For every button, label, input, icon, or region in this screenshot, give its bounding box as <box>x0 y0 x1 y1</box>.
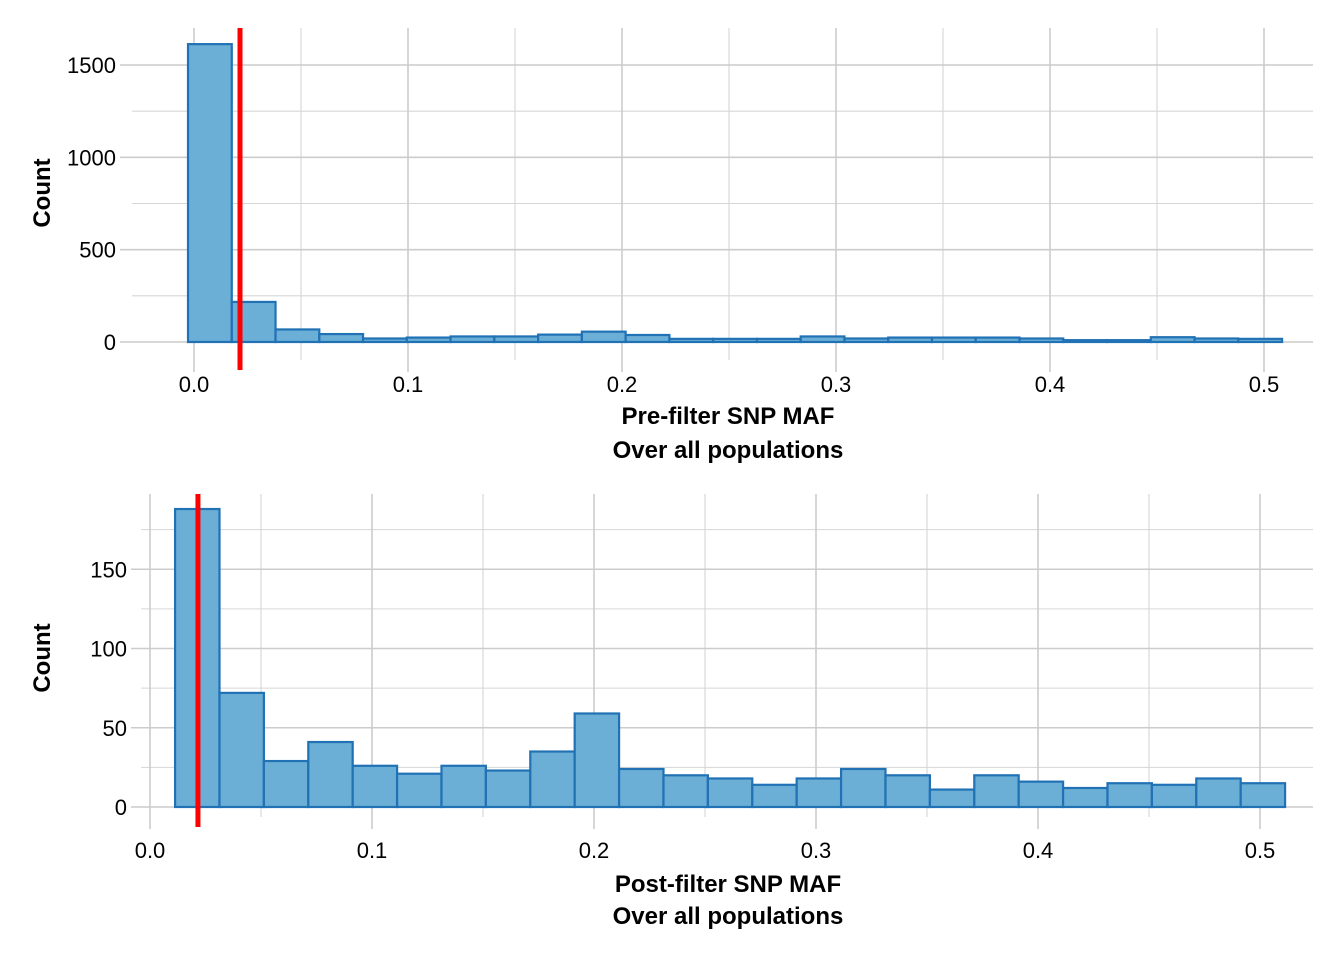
pre-filter-histogram-panel: 0 500 1000 1500 0.0 0.1 0.2 0.3 0.4 0.5 Count Pr… <box>29 28 1313 464</box>
pre-filter-y-tick-labels: 0 500 1000 1500 <box>67 53 116 355</box>
post-filter-histogram-panel: 0 50 100 150 0.0 0.1 0.2 0.3 0.4 0.5 Count Post-… <box>29 494 1313 930</box>
post-filter-x-tick-label: 0.5 <box>1245 838 1276 863</box>
pre-filter-histogram-bar <box>318 332 365 344</box>
post-filter-histogram-bar <box>262 759 310 809</box>
post-filter-x-axis-title-line2: Over all populations <box>613 903 844 930</box>
post-filter-bars <box>173 507 1287 809</box>
post-filter-x-tick-label: 0.1 <box>357 838 388 863</box>
post-filter-histogram-bar <box>617 767 665 809</box>
pre-filter-y-axis-title: Count <box>29 158 56 227</box>
pre-filter-x-tick-label: 0.3 <box>821 372 852 397</box>
pre-filter-x-tick-label: 0.0 <box>179 372 210 397</box>
post-filter-histogram-bar <box>751 783 798 809</box>
pre-filter-histogram-bar <box>537 333 583 344</box>
post-filter-histogram-bar <box>218 691 265 809</box>
post-filter-x-tick-label: 0.2 <box>579 838 610 863</box>
post-filter-x-axis-title-line1: Post-filter SNP MAF <box>615 871 841 898</box>
pre-filter-x-tick-labels: 0.0 0.1 0.2 0.3 0.4 0.5 <box>179 372 1280 397</box>
post-filter-histogram-bar <box>395 772 443 809</box>
post-filter-x-tick-label: 0.3 <box>801 838 832 863</box>
post-filter-histogram-bar <box>973 774 1020 809</box>
pre-filter-y-tick-label: 500 <box>79 238 116 263</box>
post-filter-histogram-bar <box>928 788 976 809</box>
post-filter-histogram-bar <box>1017 780 1065 809</box>
pre-filter-histogram-bar <box>1105 339 1152 344</box>
post-filter-histogram-bar <box>484 769 532 809</box>
post-filter-x-tick-labels: 0.0 0.1 0.2 0.3 0.4 0.5 <box>135 838 1276 863</box>
pre-filter-histogram-bar <box>930 336 977 344</box>
pre-filter-x-tick-label: 0.5 <box>1249 372 1280 397</box>
post-filter-histogram-bar <box>662 774 709 809</box>
post-filter-histogram-bar <box>884 774 931 809</box>
pre-filter-bars <box>186 43 1284 344</box>
pre-filter-x-tick-label: 0.2 <box>607 372 638 397</box>
pre-filter-histogram-bar <box>1193 337 1240 344</box>
pre-filter-histogram-bar <box>755 337 802 344</box>
post-filter-histogram-bar <box>529 750 576 809</box>
pre-filter-histogram-bar <box>274 328 321 344</box>
pre-filter-histogram-bar <box>580 330 627 344</box>
post-filter-histogram-bar <box>1150 783 1198 809</box>
pre-filter-histogram-bar <box>843 337 890 344</box>
post-filter-histogram-bar <box>351 764 399 809</box>
post-filter-histogram-bar <box>307 740 354 809</box>
post-filter-histogram-bar <box>839 767 887 809</box>
post-filter-x-tick-label: 0.0 <box>135 838 166 863</box>
post-filter-y-tick-label: 50 <box>103 716 127 741</box>
post-filter-y-tick-label: 150 <box>90 557 127 582</box>
pre-filter-y-tick-label: 1500 <box>67 53 116 78</box>
pre-filter-x-tick-label: 0.1 <box>393 372 424 397</box>
post-filter-histogram-bar <box>440 764 487 809</box>
pre-filter-histogram-bar <box>712 337 759 344</box>
pre-filter-histogram-bar <box>361 337 408 344</box>
post-filter-histogram-bar <box>573 712 621 809</box>
pre-filter-histogram-bar <box>493 335 540 344</box>
post-filter-y-tick-label: 100 <box>90 637 127 662</box>
pre-filter-x-axis-title-line2: Over all populations <box>613 437 844 464</box>
pre-filter-histogram-bar <box>1149 336 1196 344</box>
post-filter-histogram-bar <box>1106 782 1153 809</box>
pre-filter-grid <box>120 28 1313 372</box>
pre-filter-histogram-bar <box>624 333 671 344</box>
post-filter-x-tick-label: 0.4 <box>1023 838 1054 863</box>
pre-filter-histogram-bar <box>887 336 934 344</box>
pre-filter-histogram-bar <box>405 336 452 344</box>
pre-filter-histogram-bar <box>1062 339 1109 344</box>
post-filter-y-axis-title: Count <box>29 623 56 692</box>
pre-filter-histogram-bar <box>1237 337 1284 344</box>
pre-filter-y-tick-label: 1000 <box>67 145 116 170</box>
post-filter-histogram-bar <box>706 777 754 809</box>
pre-filter-x-tick-label: 0.4 <box>1035 372 1066 397</box>
pre-filter-histogram-bar <box>668 337 715 344</box>
post-filter-y-tick-labels: 0 50 100 150 <box>90 557 127 820</box>
pre-filter-histogram-bar <box>974 336 1021 344</box>
pre-filter-y-tick-label: 0 <box>104 330 116 355</box>
pre-filter-x-axis-title-line1: Pre-filter SNP MAF <box>622 403 835 430</box>
pre-filter-histogram-bar <box>186 43 233 344</box>
pre-filter-histogram-bar <box>1018 337 1065 344</box>
post-filter-histogram-bar <box>795 777 843 809</box>
post-filter-histogram-bar <box>1061 786 1109 809</box>
post-filter-histogram-bar <box>1195 777 1242 809</box>
pre-filter-histogram-bar <box>799 335 846 344</box>
post-filter-y-tick-label: 0 <box>115 795 127 820</box>
pre-filter-histogram-bar <box>449 335 496 344</box>
post-filter-histogram-bar <box>1239 782 1287 809</box>
